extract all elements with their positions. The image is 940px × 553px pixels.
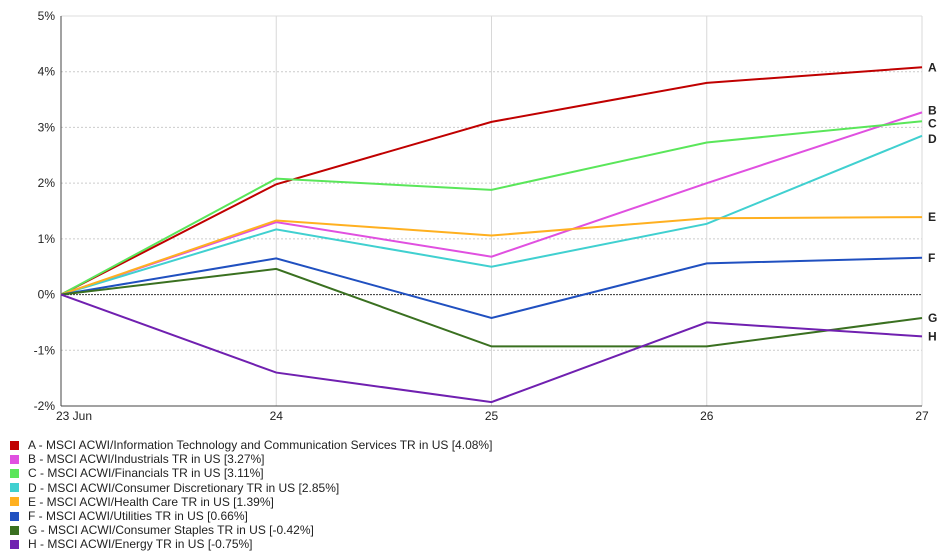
y-tick-label: 1% — [38, 232, 56, 246]
end-label-H: H — [928, 329, 937, 343]
legend-item: D - MSCI ACWI/Consumer Discretionary TR … — [10, 481, 492, 495]
legend-swatch — [10, 469, 19, 478]
end-label-B: B — [928, 103, 937, 117]
legend-swatch — [10, 497, 19, 507]
legend-label: G - MSCI ACWI/Consumer Staples TR in US … — [28, 523, 314, 538]
x-tick-label: 26 — [700, 409, 714, 423]
legend-item: E - MSCI ACWI/Health Care TR in US [1.39… — [10, 495, 492, 509]
legend-swatch — [10, 440, 19, 450]
legend-label: F - MSCI ACWI/Utilities TR in US [0.66%] — [28, 509, 248, 524]
y-tick-label: 2% — [38, 176, 56, 190]
legend-label: E - MSCI ACWI/Health Care TR in US [1.39… — [28, 494, 274, 509]
y-tick-label: 0% — [38, 288, 56, 302]
legend-label: A - MSCI ACWI/Information Technology and… — [28, 438, 493, 452]
legend-swatch — [10, 540, 19, 550]
legend-label: C - MSCI ACWI/Financials TR in US [3.11%… — [28, 466, 264, 481]
x-tick-label: 25 — [485, 409, 499, 423]
end-label-F: F — [928, 251, 935, 265]
line-chart: -2% -1% 0% 1% 2% 3% 4% 5% 23 Jun 24 25 26 27 A BCD E F GH — [34, 9, 938, 423]
y-tick-label: 3% — [38, 120, 56, 134]
y-tick-label: 4% — [38, 65, 56, 79]
end-label-A: A — [928, 60, 937, 74]
legend-item: B - MSCI ACWI/Industrials TR in US [3.27… — [10, 452, 492, 466]
legend-swatch — [10, 525, 19, 535]
legend: A - MSCI ACWI/Information Technology and… — [10, 438, 492, 552]
y-tick-label: -2% — [34, 399, 56, 413]
legend-swatch — [10, 511, 19, 521]
end-label-G: G — [928, 311, 937, 325]
x-tick-label: 27 — [915, 409, 929, 423]
legend-item: C - MSCI ACWI/Financials TR in US [3.11%… — [10, 466, 492, 480]
x-tick-label: 23 Jun — [56, 409, 92, 423]
legend-swatch — [10, 483, 19, 493]
legend-item: H - MSCI ACWI/Energy TR in US [-0.75%] — [10, 537, 492, 551]
end-label-C: C — [928, 116, 937, 130]
y-tick-label: 5% — [38, 9, 56, 23]
legend-item: G - MSCI ACWI/Consumer Staples TR in US … — [10, 523, 492, 537]
end-label-E: E — [928, 210, 936, 224]
end-label-D: D — [928, 132, 937, 146]
x-tick-label: 24 — [270, 409, 284, 423]
legend-label: B - MSCI ACWI/Industrials TR in US [3.27… — [28, 452, 265, 467]
legend-item: F - MSCI ACWI/Utilities TR in US [0.66%] — [10, 509, 492, 523]
legend-item: A - MSCI ACWI/Information Technology and… — [10, 438, 492, 452]
y-tick-label: -1% — [34, 343, 56, 357]
legend-label: H - MSCI ACWI/Energy TR in US [-0.75%] — [28, 537, 253, 552]
legend-swatch — [10, 454, 19, 464]
legend-label: D - MSCI ACWI/Consumer Discretionary TR … — [28, 480, 340, 495]
